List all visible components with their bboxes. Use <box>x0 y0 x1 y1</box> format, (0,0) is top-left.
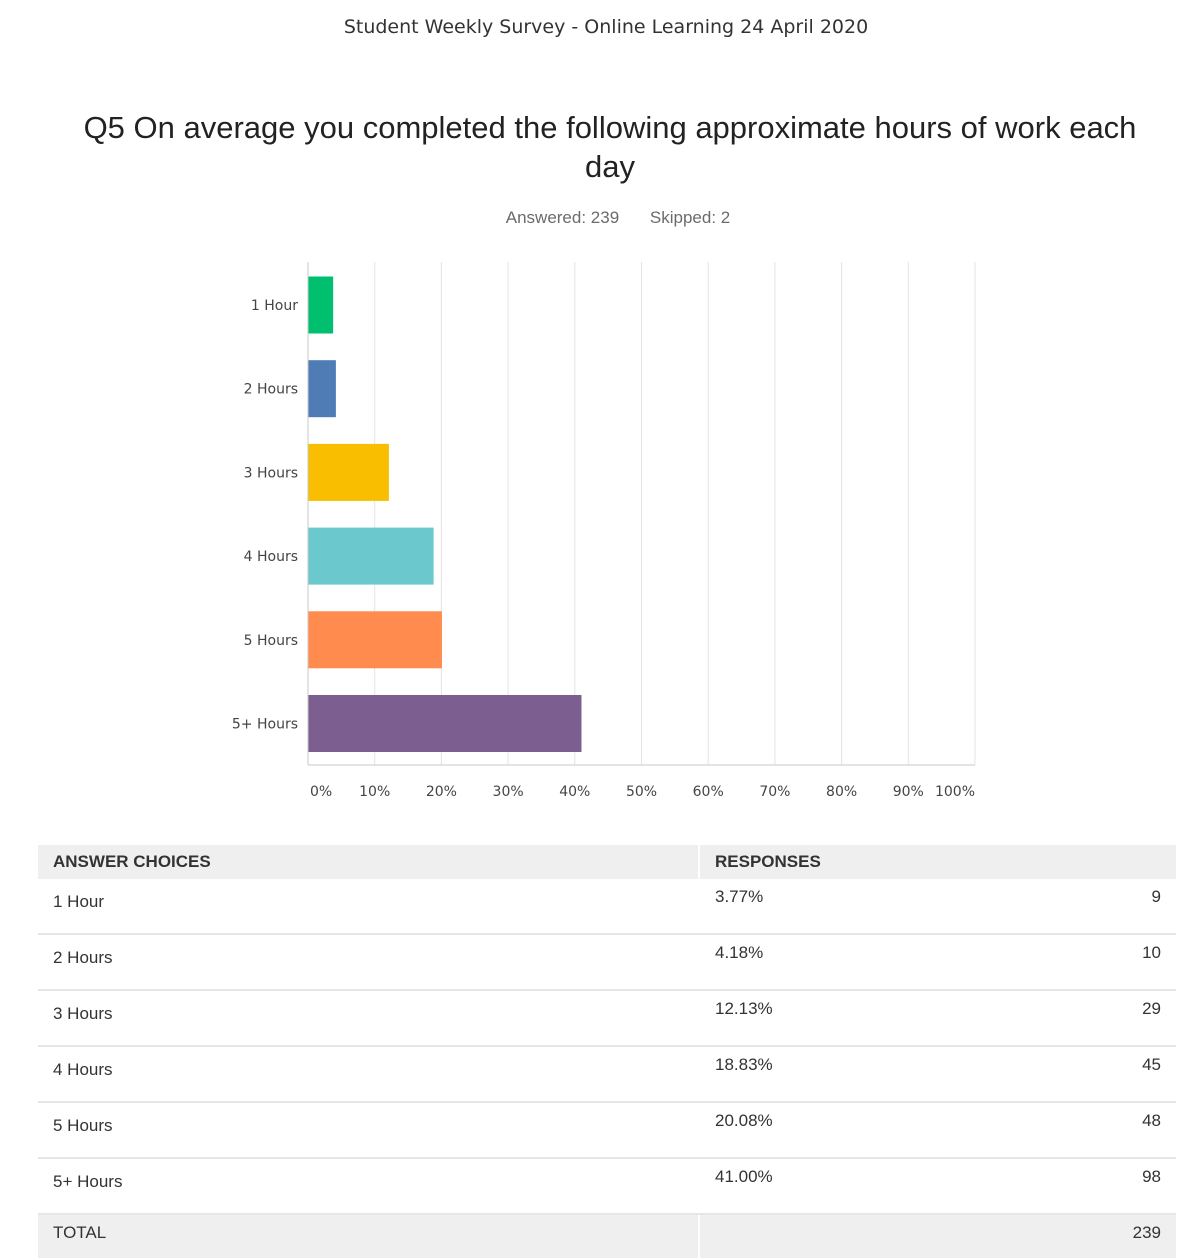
skipped-count: Skipped: 2 <box>649 208 731 227</box>
response-count: 98 <box>1006 1158 1176 1215</box>
response-stats: Answered: 239 Skipped: 2 <box>0 208 1200 228</box>
total-label: TOTAL <box>38 1214 700 1258</box>
table-row: 1 Hour 3.77% 9 <box>38 879 1176 935</box>
header-responses: RESPONSES <box>699 845 1176 879</box>
table-total-row: TOTAL 239 <box>38 1214 1176 1258</box>
x-tick-label: 30% <box>493 784 524 800</box>
category-label: 5+ Hours <box>232 717 298 733</box>
x-tick-label: 70% <box>759 784 790 800</box>
bar <box>308 695 582 752</box>
chart-axes <box>307 262 975 766</box>
x-tick-label: 100% <box>935 784 975 800</box>
response-count: 45 <box>1006 1046 1176 1103</box>
total-count: 239 <box>699 1214 1176 1258</box>
chart-bars <box>308 276 582 752</box>
table-row: 2 Hours 4.18% 10 <box>38 934 1176 991</box>
category-label: 3 Hours <box>244 465 298 481</box>
answer-choice: 3 Hours <box>38 990 700 1047</box>
response-percent: 12.13% <box>699 990 1007 1047</box>
responses-table: ANSWER CHOICES RESPONSES 1 Hour 3.77% 9 … <box>38 845 1176 1258</box>
answered-count: Answered: 239 <box>505 208 620 227</box>
x-tick-label: 40% <box>559 784 590 800</box>
response-percent: 4.18% <box>699 934 1007 991</box>
bar <box>308 611 442 669</box>
category-label: 5 Hours <box>244 633 298 649</box>
x-tick-labels: 0% 10% 20% 30% 40% 50% 60% 70% 80% 90% 100% <box>310 784 975 800</box>
category-labels: 1 Hour 2 Hours 3 Hours 4 Hours 5 Hours 5+ Hou… <box>232 298 298 733</box>
survey-title: Student Weekly Survey - Online Learning … <box>343 16 869 38</box>
response-count: 9 <box>1006 879 1176 935</box>
response-count: 48 <box>1006 1102 1176 1159</box>
table-row: 3 Hours 12.13% 29 <box>38 990 1176 1047</box>
answer-choice: 4 Hours <box>38 1046 700 1103</box>
x-tick-label: 50% <box>626 784 657 800</box>
answer-choice: 5 Hours <box>38 1102 700 1159</box>
response-percent: 41.00% <box>699 1158 1007 1215</box>
table-row: 5+ Hours 41.00% 98 <box>38 1158 1176 1215</box>
response-percent: 18.83% <box>699 1046 1007 1103</box>
x-tick-label: 10% <box>359 784 390 800</box>
bar-chart: 1 Hour 2 Hours 3 Hours 4 Hours 5 Hours 5+ Hou… <box>232 262 976 800</box>
bar <box>308 360 336 418</box>
table-row: 4 Hours 18.83% 45 <box>38 1046 1176 1103</box>
table-header-row: ANSWER CHOICES RESPONSES <box>38 845 1176 879</box>
category-label: 4 Hours <box>244 549 298 565</box>
response-percent: 20.08% <box>699 1102 1007 1159</box>
bar <box>308 276 334 334</box>
bar <box>308 443 389 501</box>
response-count: 29 <box>1006 990 1176 1047</box>
response-count: 10 <box>1006 934 1176 991</box>
x-tick-label: 20% <box>426 784 457 800</box>
response-percent: 3.77% <box>699 879 1007 935</box>
answer-choice: 1 Hour <box>38 879 700 935</box>
x-tick-label: 0% <box>310 784 332 800</box>
answer-choice: 2 Hours <box>38 934 700 991</box>
header-answer-choices: ANSWER CHOICES <box>38 845 700 879</box>
bar <box>308 527 434 585</box>
chart-grid <box>374 262 976 765</box>
x-tick-label: 90% <box>893 784 924 800</box>
x-tick-label: 80% <box>826 784 857 800</box>
category-label: 1 Hour <box>251 298 298 314</box>
table-row: 5 Hours 20.08% 48 <box>38 1102 1176 1159</box>
question-title: Q5 On average you completed the followin… <box>83 110 1137 184</box>
answer-choice: 5+ Hours <box>38 1158 700 1215</box>
x-tick-label: 60% <box>693 784 724 800</box>
category-label: 2 Hours <box>244 382 298 398</box>
